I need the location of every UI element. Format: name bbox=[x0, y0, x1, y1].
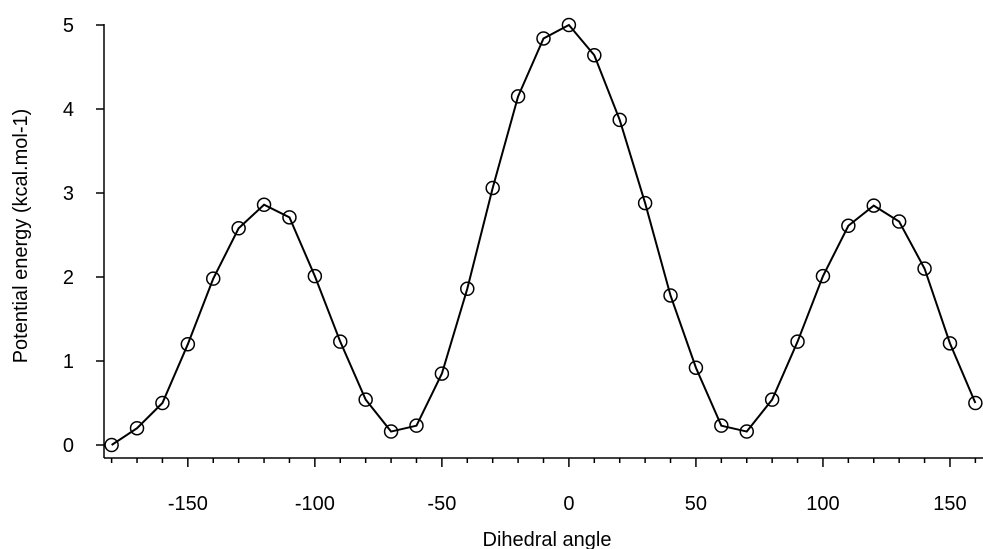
data-point bbox=[536, 31, 551, 46]
data-point bbox=[205, 271, 221, 286]
data-point bbox=[282, 210, 297, 225]
y-axis-label: Potential energy (kcal.mol-1) bbox=[10, 109, 32, 364]
data-point bbox=[739, 424, 754, 439]
data-point bbox=[968, 395, 983, 411]
y-tick-label: 2 bbox=[63, 267, 74, 289]
data-point bbox=[815, 268, 831, 284]
data-point bbox=[764, 392, 780, 407]
data-point bbox=[155, 395, 170, 411]
x-tick-label: 150 bbox=[933, 493, 966, 515]
data-point bbox=[917, 261, 932, 276]
x-tick-label: 100 bbox=[806, 493, 839, 515]
data-point bbox=[688, 360, 704, 375]
data-point bbox=[561, 17, 577, 33]
plot-area: 0 1 2 3 4 5 -150 -100 -50 0 50 100 150 bbox=[63, 15, 983, 515]
x-axis-label: Dihedral angle bbox=[483, 529, 612, 549]
x-ticks: -150 -100 -50 0 50 100 150 bbox=[110, 458, 977, 515]
y-tick-label: 0 bbox=[63, 435, 74, 457]
data-point bbox=[434, 366, 450, 381]
data-point bbox=[790, 334, 805, 349]
data-point bbox=[866, 198, 882, 213]
data-point bbox=[129, 420, 145, 436]
data-point bbox=[460, 281, 475, 297]
data-point bbox=[942, 336, 958, 351]
x-tick-label: -150 bbox=[168, 493, 208, 515]
data-point bbox=[231, 221, 246, 236]
data-point bbox=[409, 418, 424, 433]
data-point bbox=[256, 197, 272, 213]
y-tick-label: 3 bbox=[63, 183, 74, 205]
x-tick-label: -50 bbox=[427, 493, 456, 515]
data-point bbox=[333, 334, 348, 349]
data-point bbox=[714, 418, 729, 433]
data-point bbox=[612, 112, 627, 128]
data-point bbox=[307, 268, 323, 284]
x-tick-label: -100 bbox=[295, 493, 335, 515]
data-point bbox=[587, 47, 602, 63]
x-tick-label: 0 bbox=[563, 493, 574, 515]
data-point bbox=[637, 195, 653, 211]
data-point bbox=[841, 218, 856, 234]
x-tick-label: 50 bbox=[685, 493, 707, 515]
series-line bbox=[111, 23, 977, 446]
data-markers bbox=[104, 17, 983, 453]
y-ticks: 0 1 2 3 4 5 bbox=[63, 15, 104, 457]
data-point bbox=[180, 336, 196, 352]
data-point bbox=[358, 392, 373, 407]
y-tick-label: 5 bbox=[63, 15, 74, 37]
y-tick-label: 1 bbox=[63, 351, 74, 373]
data-point bbox=[891, 214, 907, 229]
data-point bbox=[663, 288, 678, 303]
data-point bbox=[510, 89, 526, 104]
data-point bbox=[383, 424, 399, 439]
data-point bbox=[104, 437, 119, 453]
data-point bbox=[485, 180, 500, 196]
y-tick-label: 4 bbox=[63, 99, 74, 121]
